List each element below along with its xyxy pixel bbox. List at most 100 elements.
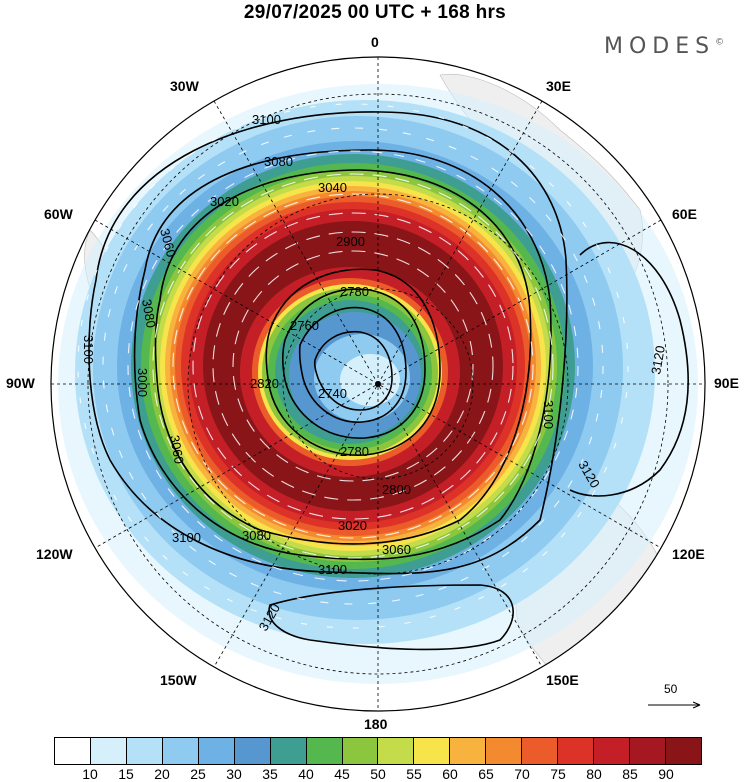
contour-2760 xyxy=(298,306,407,423)
colorbar-swatch xyxy=(486,738,523,764)
colorbar-tick-label: 30 xyxy=(226,766,242,782)
colorbar-swatch xyxy=(234,738,271,764)
colorbar-swatch xyxy=(594,738,630,764)
modes-logo: MODES© xyxy=(604,34,724,59)
copyright-mark: © xyxy=(715,37,725,48)
colorbar-swatch xyxy=(162,738,199,764)
lon-label-150w: 150W xyxy=(160,672,197,688)
streamline-2 xyxy=(172,193,534,539)
contour-label: 2780 xyxy=(340,284,369,299)
colorbar-tick-label: 50 xyxy=(370,766,386,782)
colorbar-tick-label: 15 xyxy=(118,766,134,782)
lon-label-120w: 120W xyxy=(36,546,73,562)
map-title: 29/07/2025 00 UTC + 168 hrs xyxy=(243,2,507,23)
lon-label-30w: 30W xyxy=(170,78,199,94)
contour-3120-east xyxy=(569,241,689,497)
contour-label: 2740 xyxy=(318,386,347,401)
colorbar-tick-label: 65 xyxy=(478,766,494,782)
colorbar-swatch xyxy=(378,738,415,764)
lon-label-60w: 60W xyxy=(44,206,73,222)
meridian-minus30 xyxy=(213,100,543,668)
contour-label: 2800 xyxy=(382,482,411,497)
colorbar-swatch xyxy=(414,738,451,764)
contour-label: 3020 xyxy=(338,518,367,533)
contour-label: 3100 xyxy=(172,530,201,545)
lon-label-120e: 120E xyxy=(672,546,705,562)
lon-label-60e: 60E xyxy=(672,206,697,222)
colorbar-tick-label: 80 xyxy=(586,766,602,782)
meridian-minus60 xyxy=(94,219,662,549)
colorbar-swatch xyxy=(126,738,163,764)
streamline-5 xyxy=(232,250,474,482)
map-boundary xyxy=(50,56,706,712)
colorbar-tick-label: 35 xyxy=(262,766,278,782)
lon-label-180: 180 xyxy=(364,716,388,732)
lon-label-0: 0 xyxy=(371,34,379,50)
contour-label: 3000 xyxy=(135,368,150,397)
colorbar-tick-label: 55 xyxy=(406,766,422,782)
contour-label: 2820 xyxy=(250,376,279,391)
colorbar-swatch xyxy=(306,738,343,764)
contour-label: 2780 xyxy=(340,444,369,459)
colorbar-swatch xyxy=(522,738,559,764)
vector-scale-label: 50 xyxy=(664,682,678,696)
streamline-7 xyxy=(102,127,604,605)
colorbar-swatch xyxy=(198,738,235,764)
colorbar-swatch xyxy=(270,738,307,764)
contour-label: 2900 xyxy=(336,234,365,249)
colorbar-swatch xyxy=(665,738,701,764)
lon-label-90w: 90W xyxy=(6,375,35,391)
contour-label: 3080 xyxy=(264,154,293,169)
colorbar-tick-label: 45 xyxy=(334,766,350,782)
contour-label: 2760 xyxy=(290,318,319,333)
contour-2740 xyxy=(313,331,393,411)
contour-label: 3060 xyxy=(157,227,179,259)
contour-label: 3100 xyxy=(541,400,556,429)
pole-marker xyxy=(375,381,381,387)
colorbar-labels: 10 15 20 25 30 35 40 45 50 55 60 65 70 75 80 85 90 xyxy=(54,766,702,782)
lon-label-30e: 30E xyxy=(546,78,571,94)
colorbar-tick-label: 70 xyxy=(514,766,530,782)
contour-label: 3100 xyxy=(81,335,96,364)
colorbar-tick-label: 60 xyxy=(442,766,458,782)
colorbar-swatch xyxy=(55,738,91,764)
latitude-circle-outer xyxy=(87,93,669,675)
contour-3060 xyxy=(154,169,532,545)
streamline-1 xyxy=(152,173,554,559)
contour-label: 3080 xyxy=(242,528,271,543)
colorbar xyxy=(54,737,702,765)
vector-scale-arrowhead xyxy=(692,701,701,709)
contour-label: 3060 xyxy=(167,434,187,465)
contour-label: 3060 xyxy=(382,542,411,557)
colorbar-tick-label: 90 xyxy=(658,766,674,782)
colorbar-swatch xyxy=(450,738,487,764)
logo-text: MODES xyxy=(604,34,716,59)
colorbar-tick-label: 85 xyxy=(622,766,638,782)
streamline-4 xyxy=(212,231,494,501)
colorbar-tick-label: 75 xyxy=(550,766,566,782)
polar-map: 3100 3080 3040 3020 2900 2780 2760 2820 … xyxy=(50,56,706,712)
streamline-6 xyxy=(127,150,579,582)
band-15-inner xyxy=(340,354,400,406)
meridian-30 xyxy=(213,100,543,668)
colorbar-swatch xyxy=(342,738,379,764)
contour-2800 xyxy=(265,268,441,456)
contour-3100 xyxy=(88,111,568,575)
contour-label: 3080 xyxy=(139,298,159,329)
colorbar-tick-label: 10 xyxy=(82,766,98,782)
contour-3080 xyxy=(133,149,552,561)
contour-label: 3020 xyxy=(210,194,239,209)
contour-2780 xyxy=(281,288,426,439)
contour-label: 3120 xyxy=(648,344,668,375)
contour-label: 3100 xyxy=(252,112,281,127)
colorbar-swatch xyxy=(90,738,127,764)
streamline-3 xyxy=(192,212,514,520)
colorbar-tick-label: 20 xyxy=(154,766,170,782)
contour-3120-south xyxy=(268,584,514,651)
contour-label: 3040 xyxy=(318,180,347,195)
colorbar-tick-label: 25 xyxy=(190,766,206,782)
colorbar-tick-label: 40 xyxy=(298,766,314,782)
meridian-60 xyxy=(94,219,662,549)
streamline-8 xyxy=(77,103,629,629)
colorbar-swatch xyxy=(558,738,595,764)
